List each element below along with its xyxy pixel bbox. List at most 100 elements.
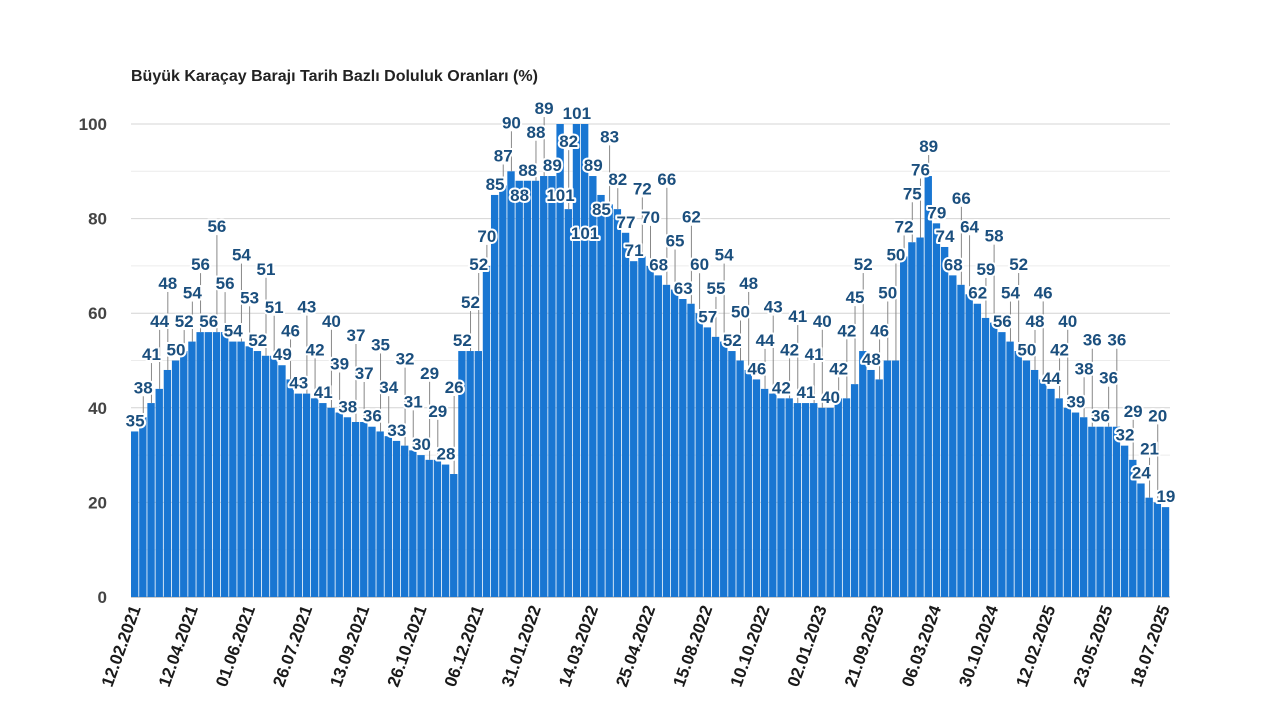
data-label: 79 [927,203,946,222]
data-label: 101 [563,104,591,123]
bar [409,450,417,597]
bar [1112,426,1121,597]
data-label: 85 [486,175,505,194]
bar [801,403,810,597]
bar [1014,351,1022,597]
data-label: 88 [518,161,537,180]
bar [515,180,523,597]
data-label: 26 [445,378,464,397]
data-label: 24 [1132,463,1151,482]
data-label: 42 [1050,340,1069,359]
bar [155,388,163,597]
x-axis: 12.02.2021 12.04.2021 01.06.2021 26.07.2021… [98,602,1174,689]
bar [662,284,671,597]
data-label: 21 [1140,440,1159,459]
data-label: 75 [903,184,922,203]
bar [900,256,908,597]
bar [834,398,842,597]
bar [1047,388,1055,597]
bar [957,284,965,597]
bar [883,360,892,597]
data-label: 39 [330,355,349,374]
data-label: 101 [571,224,599,243]
bar [589,176,597,597]
data-label: 53 [240,288,259,307]
bar [842,398,851,597]
bar [229,341,237,597]
bar [572,124,581,597]
bar [793,403,802,597]
bar [891,360,900,597]
bar [253,351,262,597]
data-label: 48 [158,274,177,293]
data-label: 28 [437,445,456,464]
bar [196,332,204,597]
bar [916,237,924,597]
data-label: 43 [289,374,308,393]
bar [147,403,155,597]
data-label: 32 [1116,426,1135,445]
data-label: 36 [1099,369,1118,388]
data-label: 41 [805,345,824,364]
data-label: 42 [780,340,799,359]
bar [564,209,572,597]
data-label: 74 [936,227,955,246]
bars [131,124,1170,598]
data-label: 55 [706,279,725,298]
data-label: 41 [142,345,161,364]
data-label: 46 [1034,283,1053,302]
data-label: 46 [281,321,300,340]
bar [270,355,278,597]
bar [351,421,360,597]
bar [687,303,695,597]
bar [908,242,916,597]
bar [392,440,401,597]
y-tick-label: 100 [79,115,107,134]
data-label: 54 [715,246,734,265]
bar [245,346,253,597]
bar [343,417,352,597]
data-label: 40 [322,312,341,331]
data-label: 44 [150,312,169,331]
bar [1063,407,1072,597]
bar [1137,483,1145,597]
bar [981,317,990,597]
x-tick-label: 06.12.2021 [441,603,488,689]
bar [1096,426,1104,597]
data-label: 48 [862,350,881,369]
data-label: 34 [379,378,398,397]
x-tick-label: 23.05.2025 [1070,603,1117,689]
data-label: 66 [952,189,971,208]
bar [826,407,834,597]
data-label: 82 [559,132,578,151]
data-label: 48 [1026,312,1045,331]
data-label: 31 [404,392,423,411]
data-label: 32 [396,350,415,369]
data-label: 50 [878,284,897,303]
data-label: 89 [535,99,554,118]
bar [1055,398,1063,597]
data-label: 72 [895,217,914,236]
data-label: 50 [886,246,905,265]
data-label: 83 [600,127,619,146]
data-label: 54 [1001,284,1020,303]
bar [474,351,482,597]
bar [523,180,532,597]
bar [752,379,761,597]
x-tick-label: 06.03.2024 [898,602,945,689]
bar [973,303,982,597]
x-tick-label: 13.09.2021 [326,603,373,689]
bar [400,445,409,597]
bar [744,369,752,597]
data-label: 70 [477,227,496,246]
x-tick-label: 15.08.2022 [669,603,716,689]
bar [220,332,229,597]
bar [613,209,622,597]
bar [810,403,818,597]
bar [720,341,728,597]
data-label: 59 [976,260,995,279]
x-tick-label: 12.02.2021 [98,603,145,689]
x-tick-label: 02.01.2023 [784,603,831,689]
data-label: 52 [1009,255,1028,274]
